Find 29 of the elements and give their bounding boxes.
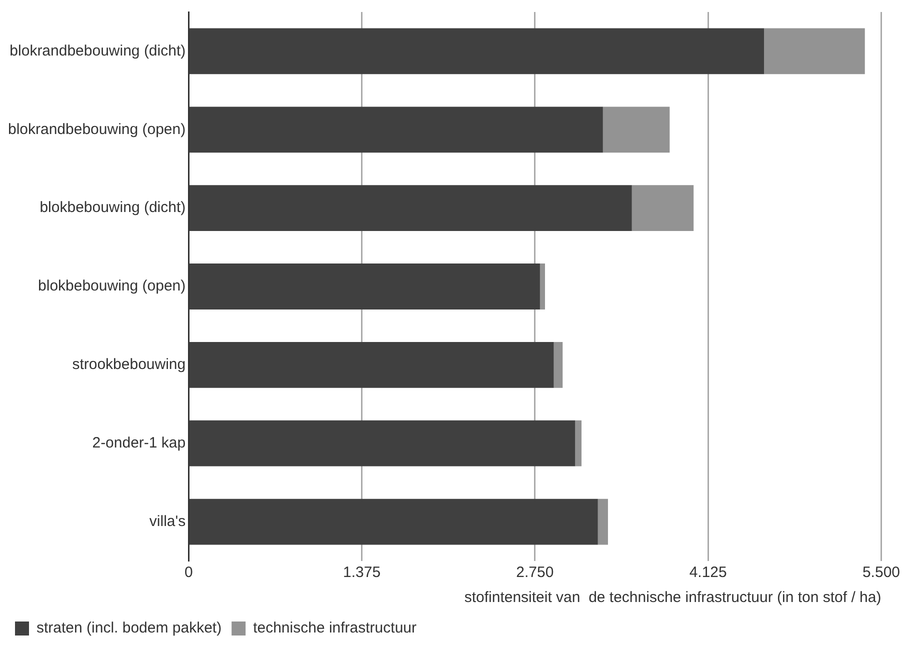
y-tick-label: blokbebouwing (dicht)	[40, 199, 186, 216]
bar	[575, 420, 582, 466]
bar	[189, 264, 540, 310]
bar	[554, 342, 563, 388]
bar	[598, 498, 608, 545]
bar	[189, 185, 632, 232]
x-tick-label: 1.375	[343, 564, 381, 582]
y-tick-label: villa's	[149, 512, 186, 530]
x-tick-label: 4.125	[689, 564, 727, 582]
x-tick-label: 5.500	[862, 564, 900, 582]
legend-label: technische infrastructuur	[253, 620, 417, 637]
x-tick-label: 0	[184, 564, 193, 582]
y-tick-label: blokrandbebouwing (dicht)	[10, 42, 186, 60]
legend-label: straten (incl. bodem pakket)	[36, 620, 222, 637]
y-tick-label: 2-onder-1 kap	[92, 434, 186, 452]
bar	[540, 264, 546, 310]
x-tick-label: 2.750	[516, 564, 554, 582]
bar	[632, 185, 694, 232]
bar	[189, 420, 576, 466]
bar	[602, 106, 670, 153]
bar	[189, 342, 554, 388]
y-tick-label: blokrandbebouwing (open)	[8, 120, 186, 138]
bar	[189, 106, 603, 153]
x-axis-title: stofintensiteit van de technische infrastructuur (in ton stof / ha)	[464, 589, 882, 606]
y-tick-label: blokbebouwing (open)	[38, 278, 186, 295]
bar	[764, 28, 865, 74]
y-tick-label: strookbebouwing	[72, 356, 186, 374]
bar	[189, 498, 598, 545]
bar	[189, 28, 764, 74]
